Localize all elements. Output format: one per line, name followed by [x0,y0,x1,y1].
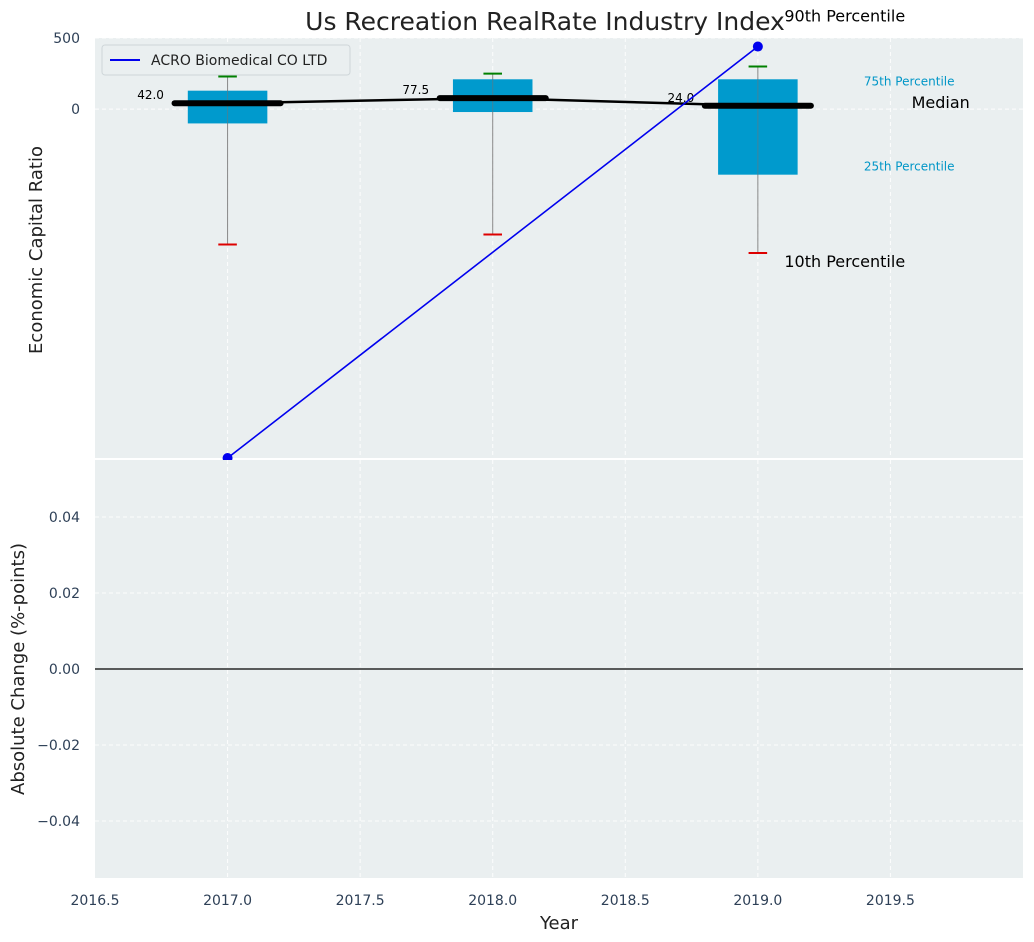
x-tick-label: 2017.5 [336,893,385,909]
legend-label: ACRO Biomedical CO LTD [151,53,327,69]
bottom-y-tick-label: −0.02 [37,738,80,754]
annotation-p90: 90th Percentile [784,6,905,25]
x-tick-label: 2016.5 [71,893,120,909]
x-axis-label: Year [539,913,579,934]
bottom-panel: 0.04 0.02 0.00 −0.02 −0.04 2016.5 2017.0 2017.… [8,460,1023,934]
top-y-tick-label: 0 [71,102,80,118]
x-ticks: 2016.5 2017.0 2017.5 2018.0 2018.5 2019.0 2019… [71,893,915,909]
median-value-label: 42.0 [137,88,164,102]
box-plots: 42.0 77.524.0 [137,65,814,254]
bottom-y-axis-label: Absolute Change (%-points) [8,543,29,795]
series-line [227,45,759,459]
annotation-p25: 25th Percentile [864,160,955,174]
legend-box [101,44,351,76]
x-tick-label: 2017.0 [203,893,252,909]
annotation-p75: 75th Percentile [864,74,955,88]
bottom-y-tick-label: −0.04 [37,814,80,830]
x-tick-label: 2018.5 [601,893,650,909]
annotation-p10: 10th Percentile [784,252,905,271]
legend: ACRO Biomedical CO LTD [101,44,351,76]
median-trend-line [227,96,758,108]
x-tick-label: 2019.5 [866,893,915,909]
median-trend [227,96,758,108]
series-point [752,41,763,52]
bottom-y-tick-label: 0.02 [49,586,80,602]
bottom-y-ticks: 0.04 0.02 0.00 −0.02 −0.04 [37,510,80,830]
top-y-tick-label: 500 [53,31,80,47]
bottom-y-tick-label: 0.04 [49,510,80,526]
x-tick-label: 2018.0 [468,893,517,909]
top-y-ticks: 0 500 [53,31,80,118]
annotation-median: Median [912,93,970,112]
x-tick-label: 2019.0 [733,893,782,909]
chart-title: Us Recreation RealRate Industry Index [305,7,785,36]
median-value-label: 77.5 [402,83,429,97]
top-y-axis-label: Economic Capital Ratio [26,146,47,354]
percentile-annotations: 90th Percentile 75th Percentile Median 25th… [784,6,969,271]
bottom-y-tick-label: 0.00 [49,662,80,678]
